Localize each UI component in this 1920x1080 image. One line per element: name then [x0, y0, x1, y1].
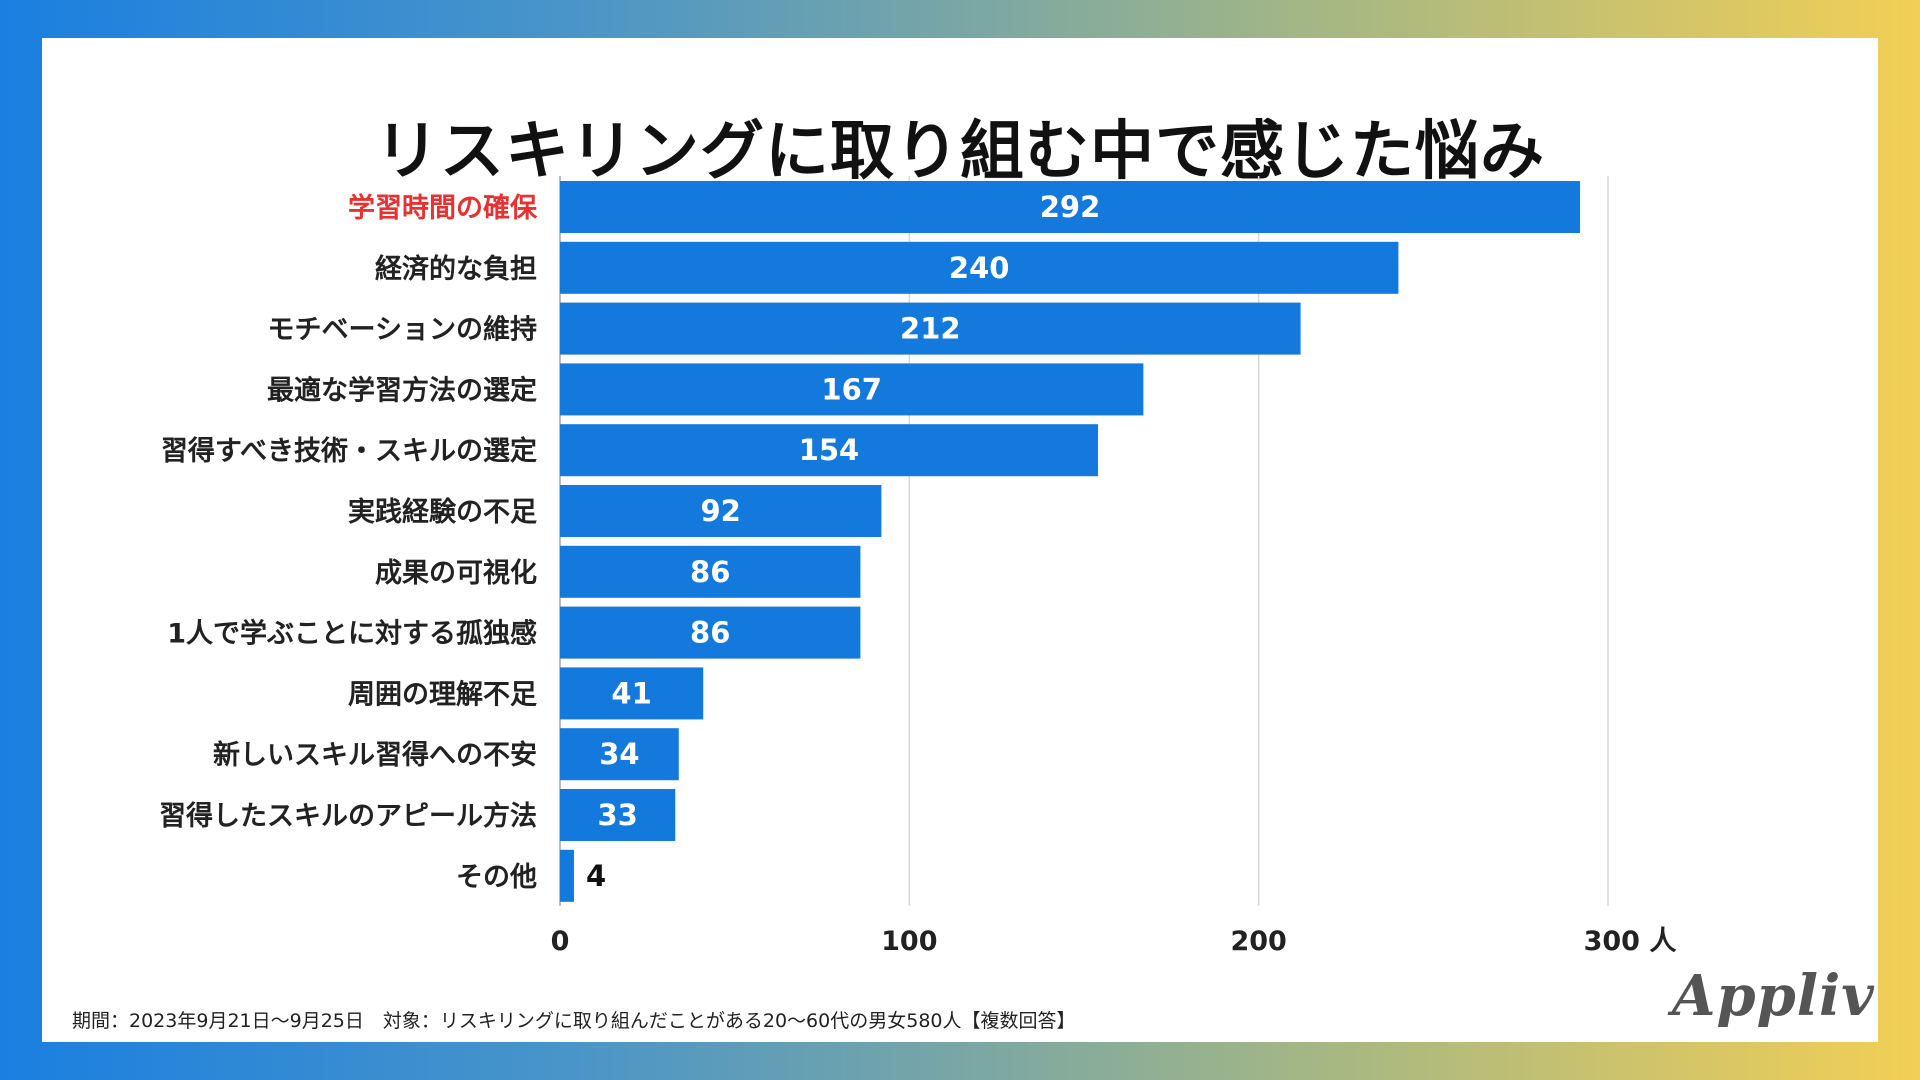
data-label: 86 [690, 555, 730, 589]
category-label: 経済的な負担 [375, 253, 537, 285]
bar [560, 363, 1144, 416]
data-label: 33 [597, 798, 637, 832]
footnote: 期間：2023年9月21日〜9月25日 対象：リスキリングに取り組んだことがある… [72, 1010, 1076, 1032]
bar-chart: 0 100 200 300 人 学習時間の確保 292 経済的な負担 240 モチベーションの維… [159, 176, 1677, 957]
bar [560, 485, 882, 537]
bar [560, 302, 1301, 355]
category-label: 成果の可視化 [375, 558, 537, 589]
category-label: 習得すべき技術・スキルの選定 [161, 435, 537, 467]
data-label: 240 [949, 251, 1010, 285]
category-label: 実践経験の不足 [348, 496, 537, 528]
category-label: 学習時間の確保 [348, 192, 538, 224]
category-label: その他 [456, 862, 537, 893]
data-label: 292 [1040, 190, 1101, 224]
category-label: 1人で学ぶことに対する孤独感 [167, 618, 537, 650]
x-tick-label: 0 [551, 926, 570, 957]
bar [560, 241, 1399, 294]
data-label: 34 [599, 737, 639, 771]
bar [560, 181, 1581, 233]
bar [560, 545, 861, 598]
data-label: 92 [701, 494, 741, 528]
data-label: 167 [821, 372, 882, 406]
bar [560, 424, 1098, 477]
category-label: 最適な学習方法の選定 [267, 374, 537, 406]
applive-logo: Appliv [1672, 963, 1875, 1029]
bar [560, 728, 679, 781]
chart-card: リスキリングに取り組む中で感じた悩み 0 100 200 300 人 学習時間の確保 29… [42, 38, 1878, 1042]
bar [560, 849, 574, 902]
x-tick-label: 100 [881, 926, 937, 957]
data-label: 154 [799, 433, 860, 467]
category-label: 習得したスキルのアピール方法 [159, 800, 537, 832]
bar [560, 789, 676, 841]
chart-title: リスキリングに取り組む中で感じた悩み [375, 115, 1545, 189]
category-label: 新しいスキル習得への不安 [213, 739, 537, 771]
x-tick-label: 200 [1230, 926, 1286, 957]
x-tick-label: 300 人 [1584, 926, 1677, 957]
bar [560, 667, 704, 720]
data-label: 86 [690, 616, 730, 650]
category-label: モチベーションの維持 [268, 315, 537, 346]
data-label: 4 [586, 859, 606, 893]
data-label: 41 [611, 676, 651, 710]
category-label: 周囲の理解不足 [348, 679, 537, 710]
data-label: 212 [900, 312, 961, 346]
bar [560, 606, 861, 659]
